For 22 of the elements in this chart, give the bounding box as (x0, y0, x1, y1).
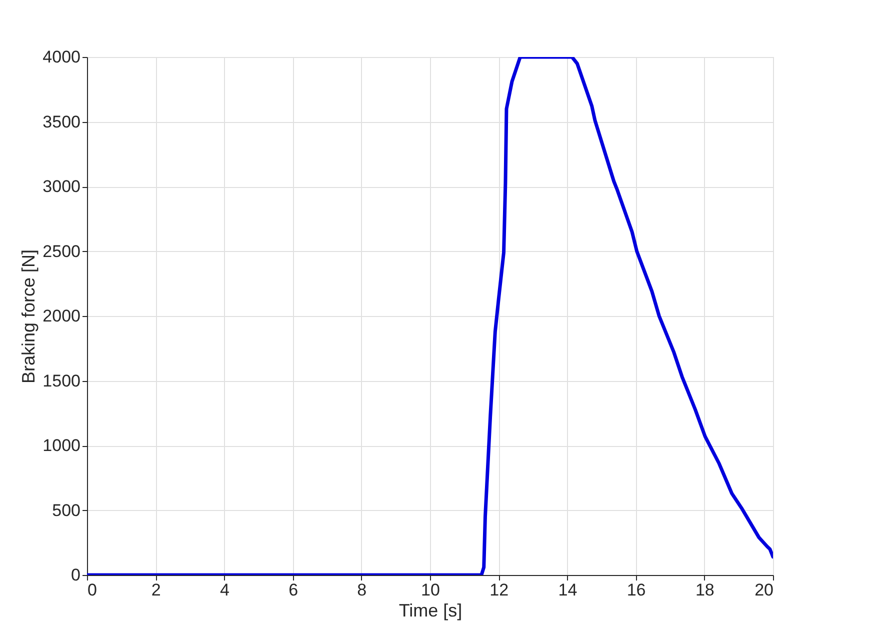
y-tick-label: 0 (71, 566, 80, 584)
y-tick-label: 2500 (42, 242, 80, 261)
y-tick-label: 3500 (42, 112, 80, 132)
x-tick-label: 18 (695, 580, 714, 600)
x-tick-label: 10 (421, 580, 440, 600)
y-tick-label: 1500 (42, 371, 80, 390)
x-tick-label: 12 (490, 580, 509, 600)
x-tick-label: 8 (357, 580, 367, 600)
y-axis-title: Braking force [N] (18, 249, 39, 384)
x-tick-label: 4 (220, 580, 230, 600)
x-tick-label: 14 (558, 580, 578, 600)
x-tick-label: 2 (151, 580, 161, 600)
x-tick-label: 6 (288, 580, 298, 600)
x-tick-label: 20 (754, 580, 774, 600)
x-axis-title: Time [s] (398, 600, 462, 620)
y-tick-label: 2000 (42, 306, 80, 326)
y-tick-label: 1000 (42, 436, 80, 455)
y-tick-label: 500 (52, 500, 80, 520)
x-tick-label: 16 (626, 580, 646, 600)
y-tick-label: 3000 (42, 177, 80, 196)
y-tick-label: 4000 (42, 48, 80, 66)
x-tick-label: 0 (88, 580, 97, 600)
